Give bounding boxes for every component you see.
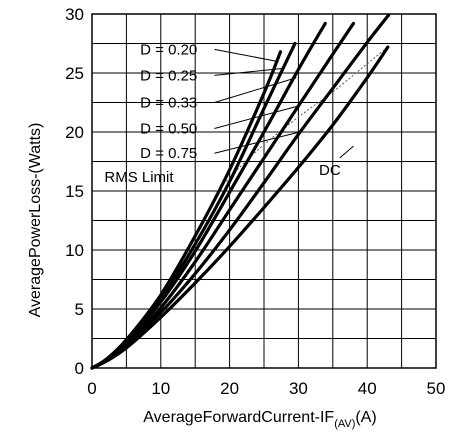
dc-leader-line [339,145,354,159]
series-label: D = 0.50 [140,120,197,137]
series-label: D = 0.33 [140,95,197,112]
x-axis-title: AverageForwardCurrent-IF(AV)(A) [143,409,376,430]
series-label: D = 0.25 [140,67,197,84]
series-label: D = 0.75 [140,145,197,162]
x-axis-title-main: AverageForwardCurrent-IF [143,409,334,426]
rms-limit-line [225,46,389,182]
series-group [90,13,391,370]
y-tick-label: 30 [65,5,84,24]
y-tick-label: 10 [65,241,84,260]
x-tick-label: 50 [427,379,446,398]
leader-line [214,105,299,129]
leader-line [214,131,300,154]
x-tick-label: 0 [87,379,96,398]
y-tick-labels: 0 5 10 15 20 25 30 [65,5,84,378]
dc-label: DC [319,162,341,179]
y-tick-label: 25 [65,64,84,83]
series-labels: D = 0.20 D = 0.25 D = 0.33 D = 0.50 D = 0.75… [104,41,340,185]
rms-limit-curve [225,46,389,182]
x-tick-labels: 0 10 20 30 40 50 [87,379,445,398]
label-leaders [214,48,354,159]
x-axis-title-unit: (A) [355,409,376,426]
y-tick-label: 15 [65,182,84,201]
x-axis-title-subscript: (AV) [334,418,355,430]
y-tick-label: 20 [65,123,84,142]
plot-frame [91,13,437,369]
x-tick-label: 10 [151,379,170,398]
series-line-dc [90,45,390,370]
series-label: D = 0.20 [140,41,197,58]
leader-line [214,77,297,103]
y-tick-label: 5 [75,300,84,319]
x-tick-label: 20 [220,379,239,398]
leader-line [214,67,285,76]
x-tick-label: 40 [358,379,377,398]
rms-limit-label: RMS Limit [104,169,174,186]
leader-line [214,48,277,62]
y-tick-label: 0 [75,359,84,378]
series-line-d-0-33 [90,21,327,370]
y-axis-title: AveragePowerLoss-(Watts) [27,123,44,318]
x-tick-label: 30 [289,379,308,398]
